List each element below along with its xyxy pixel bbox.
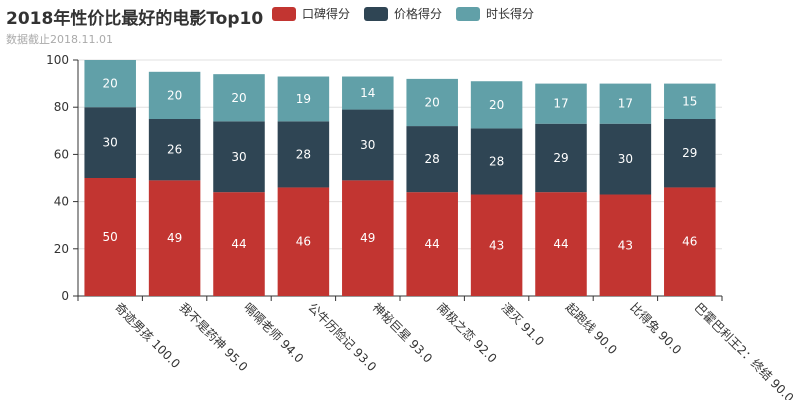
y-tick-label: 80 [54,100,69,114]
bar-segment[interactable] [406,126,458,193]
bar-segment[interactable] [277,187,330,296]
data-label: 43 [618,238,633,252]
data-label: 30 [618,152,633,166]
data-label: 28 [425,152,440,166]
data-label: 29 [553,151,568,165]
data-label: 20 [231,91,246,105]
x-tick-label: 湮灭 91.0 [498,300,546,348]
data-label: 20 [425,95,440,109]
data-label: 17 [553,97,568,111]
data-label: 30 [103,136,118,150]
chart-title: 2018年性价比最好的电影Top10 [6,9,264,29]
legend: 口碑得分 价格得分 时长得分 [272,5,534,22]
data-label: 44 [425,237,440,251]
legend-item-shi-chang[interactable]: 时长得分 [456,5,534,22]
data-label: 44 [553,237,568,251]
data-label: 43 [489,238,504,252]
bar-segment[interactable] [406,192,458,296]
bar-segment[interactable] [470,81,523,129]
y-tick-label: 20 [54,242,69,256]
bar-segment[interactable] [277,121,330,188]
x-tick-label: 奇迹男孩 100.0 [112,300,183,371]
bar-segment[interactable] [277,76,330,122]
bar-segment[interactable] [535,123,587,193]
legend-label-jia-ge: 价格得分 [394,7,443,21]
bar-segment[interactable] [470,128,523,195]
data-label: 46 [296,235,311,249]
data-label: 49 [360,231,375,245]
bar-segment[interactable] [599,123,652,195]
bar-segment[interactable] [664,83,716,119]
chart-subtitle: 数据截止2018.11.01 [6,33,113,46]
bar-segment[interactable] [664,119,716,188]
bar-segment[interactable] [535,83,587,124]
data-label: 15 [682,94,697,108]
data-label: 29 [682,146,697,160]
bar-segment[interactable] [84,60,136,108]
data-label: 19 [296,92,311,106]
data-label: 44 [231,237,246,251]
data-label: 20 [103,77,118,91]
x-tick-label: 嗝嗝老师 94.0 [241,300,306,365]
data-label: 20 [489,98,504,112]
x-tick-label: 巴霍巴利王2：终结 90.0 [692,300,797,400]
bar-segment[interactable] [342,109,394,181]
legend-label-kou-bei: 口碑得分 [302,7,351,21]
bar-segment[interactable] [148,119,201,181]
bar-segment[interactable] [213,121,265,193]
data-label: 49 [167,231,182,245]
data-label: 30 [360,138,375,152]
bar-segment[interactable] [599,83,652,124]
bar-segment[interactable] [342,180,394,296]
legend-swatch-kou-bei [272,6,296,21]
bar-segment[interactable] [84,178,136,296]
legend-swatch-jia-ge [364,6,389,21]
data-label: 14 [360,86,375,100]
data-label: 30 [231,150,246,164]
bar-segment[interactable] [148,71,201,119]
legend-item-kou-bei[interactable]: 口碑得分 [272,5,350,22]
x-tick-label: 神秘巨星 93.0 [370,300,435,365]
data-label: 26 [167,143,182,157]
data-label: 17 [618,97,633,111]
y-tick-label: 100 [46,53,69,67]
legend-item-jia-ge[interactable]: 价格得分 [364,5,442,22]
bar-segment[interactable] [342,76,394,110]
x-tick-label: 我不是药神 95.0 [176,300,250,374]
x-tick-label: 南极之恋 92.0 [434,300,500,366]
data-label: 28 [296,147,311,161]
bar-segment[interactable] [470,194,523,296]
bar-segment[interactable] [148,180,201,296]
y-tick-label: 60 [54,147,69,161]
bar-segment[interactable] [213,192,265,296]
x-tick-label: 比得兔 90.0 [627,300,685,358]
bar-segment[interactable] [664,187,716,296]
bar-segment[interactable] [84,107,136,178]
x-tick-label: 公牛历险记 93.0 [305,300,380,375]
legend-label-shi-chang: 时长得分 [486,7,535,21]
legend-swatch-shi-chang [456,6,481,21]
data-label: 46 [682,235,697,249]
bar-segment[interactable] [599,194,652,296]
data-label: 20 [167,88,182,102]
x-tick-label: 起跑线 90.0 [563,300,620,357]
y-tick-label: 0 [61,289,69,303]
bar-segment[interactable] [213,74,265,122]
data-label: 50 [103,230,118,244]
y-tick-label: 40 [54,195,69,209]
bar-segment[interactable] [535,192,587,296]
bar-segment[interactable] [406,78,458,127]
data-label: 28 [489,154,504,168]
